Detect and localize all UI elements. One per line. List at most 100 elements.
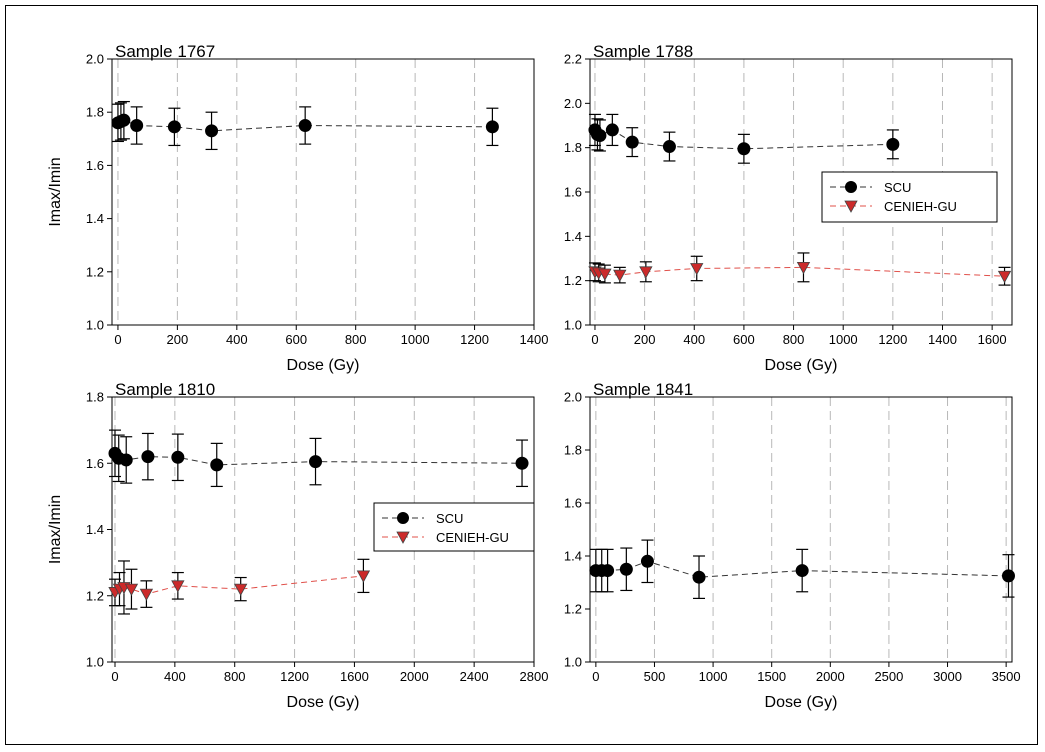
data-point xyxy=(619,562,633,576)
data-point xyxy=(234,583,248,596)
data-point xyxy=(167,120,181,134)
data-point xyxy=(298,119,312,132)
plot-frame xyxy=(589,396,1013,663)
data-point xyxy=(886,137,900,151)
data-point xyxy=(692,570,706,584)
panel-title: Sample 1767 xyxy=(115,42,215,61)
x-tick-label: 3000 xyxy=(933,669,962,684)
data-point xyxy=(796,261,811,275)
data-point xyxy=(124,583,139,596)
y-tick-label: 1.6 xyxy=(86,456,104,471)
plot-frame xyxy=(111,58,535,326)
x-tick-label: 400 xyxy=(683,332,705,347)
x-tick-label: 800 xyxy=(783,332,805,347)
legend-marker xyxy=(397,512,409,524)
data-point xyxy=(640,554,654,568)
x-tick-label: 2500 xyxy=(874,669,903,684)
data-point xyxy=(605,123,619,137)
y-tick-label: 2.0 xyxy=(564,390,582,405)
y-tick-label: 1.6 xyxy=(564,185,582,200)
data-point xyxy=(1001,569,1015,583)
x-axis-label: Dose (Gy) xyxy=(765,694,838,711)
x-tick-label: 2400 xyxy=(460,669,489,684)
panel-title: Sample 1841 xyxy=(593,380,693,399)
y-tick-label: 1.0 xyxy=(564,655,582,670)
legend-box xyxy=(821,171,998,223)
x-tick-label: 1400 xyxy=(928,332,957,347)
y-tick-label: 1.8 xyxy=(86,390,104,405)
data-point xyxy=(613,269,627,282)
data-point xyxy=(737,142,751,156)
legend: SCU CENIEH-GU xyxy=(821,171,998,223)
data-point xyxy=(515,456,529,470)
data-point xyxy=(205,124,219,138)
series-scu xyxy=(108,429,529,488)
x-tick-label: 200 xyxy=(167,332,189,347)
panel-title: Sample 1810 xyxy=(115,380,215,399)
x-tick-label: 1500 xyxy=(757,669,786,684)
y-axis-label: Imax/Imin xyxy=(47,157,64,226)
series-scu xyxy=(111,100,499,151)
legend-box xyxy=(373,502,535,552)
data-point xyxy=(485,120,499,134)
x-tick-label: 0 xyxy=(114,332,121,347)
y-tick-label: 1.2 xyxy=(86,264,104,279)
data-point xyxy=(141,450,155,464)
y-axis-label: Imax/Imin xyxy=(47,495,64,564)
y-tick-label: 1.8 xyxy=(564,140,582,155)
x-tick-label: 1000 xyxy=(699,669,728,684)
x-tick-label: 0 xyxy=(592,669,599,684)
x-tick-label: 2000 xyxy=(816,669,845,684)
y-tick-label: 1.6 xyxy=(86,158,104,173)
x-axis-label: Dose (Gy) xyxy=(765,357,838,374)
series-line xyxy=(594,266,1005,277)
series-line xyxy=(114,575,364,595)
x-tick-label: 1200 xyxy=(878,332,907,347)
data-point xyxy=(171,580,185,593)
chart-panel-2: 0 200 400 600 800 1000 1200 1400 1600 1.0 1.2 1.4 1.… xyxy=(564,42,1013,374)
y-tick-label: 1.0 xyxy=(86,318,104,333)
x-tick-label: 2000 xyxy=(400,669,429,684)
data-point xyxy=(601,564,615,578)
chart-panel-3: 0 400 800 1200 1600 2000 2400 2800 1.0 1.2 1.4 1.6 1… xyxy=(47,380,548,711)
x-tick-label: 1600 xyxy=(340,669,369,684)
data-point xyxy=(117,113,131,127)
y-tick-label: 1.8 xyxy=(86,105,104,120)
x-tick-label: 1400 xyxy=(520,332,549,347)
x-tick-label: 600 xyxy=(285,332,307,347)
legend-label: CENIEH-GU xyxy=(436,530,509,545)
data-point xyxy=(598,268,612,281)
series-cenieh-gu xyxy=(108,558,371,615)
data-point xyxy=(997,270,1012,284)
legend-marker xyxy=(845,181,857,193)
data-point xyxy=(593,128,607,142)
x-tick-label: 200 xyxy=(634,332,656,347)
x-tick-label: 600 xyxy=(733,332,755,347)
series-scu xyxy=(588,113,900,164)
x-tick-label: 400 xyxy=(226,332,248,347)
y-tick-label: 1.4 xyxy=(86,522,104,537)
x-axis-label: Dose (Gy) xyxy=(287,357,360,374)
y-tick-label: 1.2 xyxy=(564,273,582,288)
data-point xyxy=(309,455,323,469)
x-tick-label: 800 xyxy=(224,669,246,684)
x-tick-label: 2800 xyxy=(520,669,549,684)
legend-label: SCU xyxy=(884,180,911,195)
data-point xyxy=(662,140,676,154)
x-tick-label: 1000 xyxy=(829,332,858,347)
x-tick-label: 0 xyxy=(111,669,118,684)
series-cenieh-gu xyxy=(588,252,1012,286)
x-tick-label: 400 xyxy=(164,669,186,684)
x-tick-label: 1000 xyxy=(401,332,430,347)
data-point xyxy=(795,564,809,578)
legend-marker xyxy=(844,200,858,213)
y-tick-label: 1.4 xyxy=(86,211,104,226)
y-tick-label: 2.0 xyxy=(564,96,582,111)
y-tick-label: 1.0 xyxy=(564,318,582,333)
legend-label: SCU xyxy=(436,511,463,526)
x-axis-label: Dose (Gy) xyxy=(287,694,360,711)
data-point xyxy=(690,263,704,276)
x-tick-label: 3500 xyxy=(992,669,1021,684)
panel-title: Sample 1788 xyxy=(593,42,693,61)
